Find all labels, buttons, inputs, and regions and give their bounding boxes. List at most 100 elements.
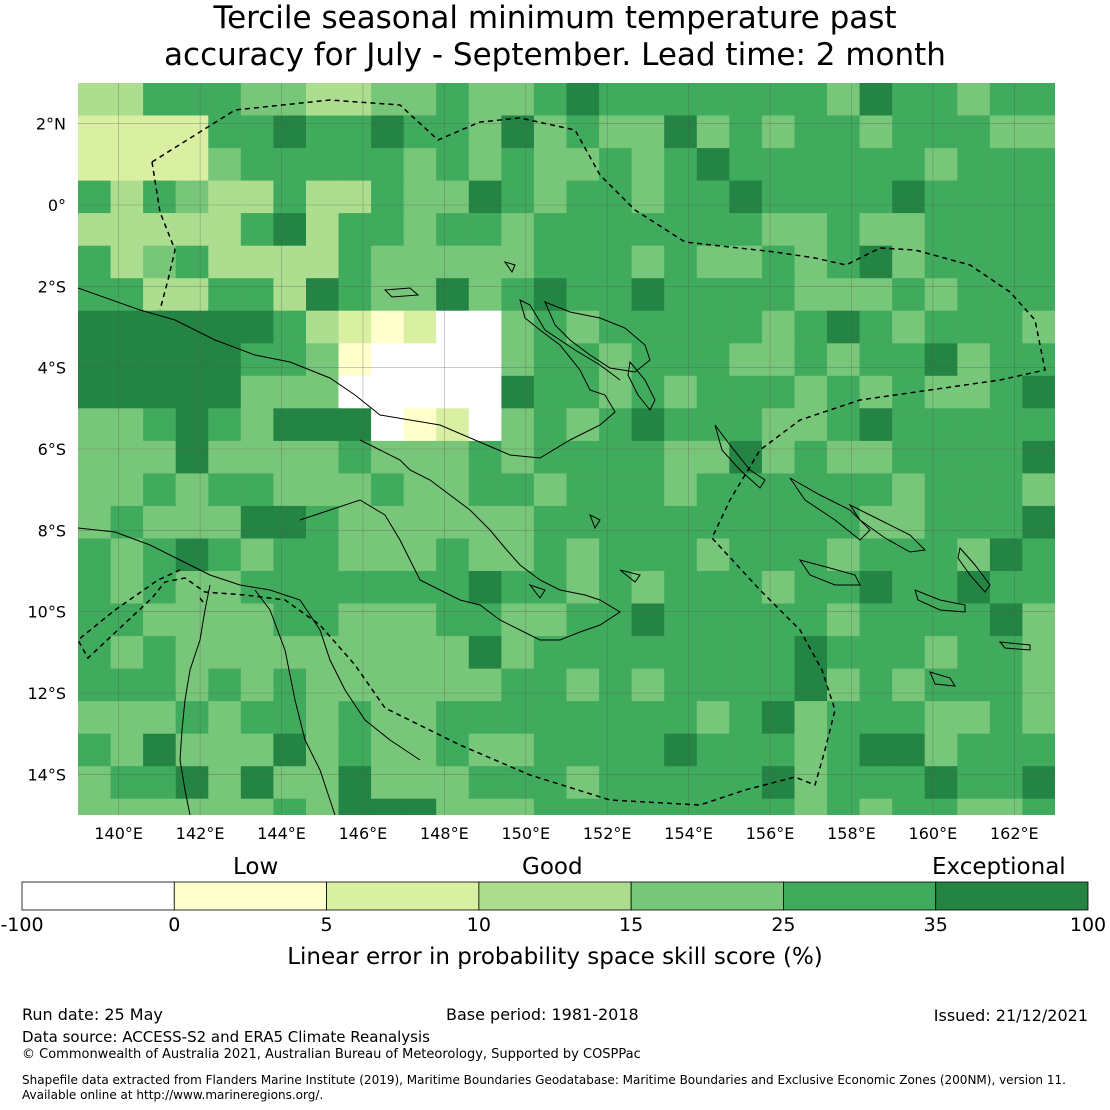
grid-cell [533, 278, 567, 312]
grid-cell [306, 571, 340, 604]
grid-cell [436, 115, 470, 149]
grid-cell [989, 701, 1023, 735]
grid-cell [468, 213, 502, 247]
grid-cell [957, 668, 991, 702]
grid-cell [859, 473, 893, 507]
grid-cell [892, 733, 926, 767]
grid-cell [371, 766, 405, 800]
grid-cell [696, 278, 730, 312]
new-ireland [627, 360, 656, 411]
grid-cell [729, 408, 763, 442]
grid-cell [696, 733, 730, 767]
grid-cell [566, 636, 600, 670]
grid-cell [306, 733, 340, 767]
grid-cell [664, 766, 698, 800]
grid-cell [664, 278, 698, 312]
grid-cell [729, 148, 763, 182]
gulf-coast [299, 439, 621, 641]
colorbar-category-label: Low [233, 854, 279, 880]
cape-york-coast [179, 584, 211, 816]
grid-cell [761, 473, 795, 507]
grid-cell [371, 83, 405, 116]
grid-cell [827, 636, 861, 670]
grid-cell [110, 766, 144, 800]
grid-cell [859, 148, 893, 182]
grid-cell [175, 701, 209, 735]
grid-cell [306, 245, 340, 279]
grid-cell [827, 115, 861, 149]
grid-cell [924, 343, 958, 377]
grid-cell [794, 375, 828, 409]
grid-cell [631, 180, 665, 214]
grid-cell [729, 213, 763, 247]
grid-cell [403, 733, 437, 767]
grid-cell [371, 701, 405, 735]
grid-cell [273, 245, 307, 279]
grid-cell [892, 375, 926, 409]
grid-cell [110, 733, 144, 767]
grid-cell [371, 636, 405, 670]
data-source: Data source: ACCESS-S2 and ERA5 Climate … [22, 1028, 430, 1046]
grid-cell [989, 148, 1023, 182]
grid-cell [110, 538, 144, 572]
grid-cell [273, 115, 307, 149]
grid-cell [208, 473, 242, 507]
grid-cell [924, 701, 958, 735]
grid-cell [924, 733, 958, 767]
grid-cell [436, 343, 470, 377]
grid-cell [957, 180, 991, 214]
grid-cell [924, 440, 958, 474]
grid-cell [599, 701, 633, 735]
lon-tick-label: 142°E [176, 824, 225, 843]
lat-tick-label: 0° [48, 196, 66, 215]
grid-cell [729, 636, 763, 670]
grid-cell [403, 668, 437, 702]
grid-cell [403, 473, 437, 507]
shapefile-credit-1: Shapefile data extracted from Flanders M… [22, 1073, 1066, 1087]
grid-cell [599, 343, 633, 377]
grid-cell [892, 278, 926, 312]
grid-cell [989, 180, 1023, 214]
colorbar-tick-label: 10 [466, 914, 491, 936]
grid-cell [175, 440, 209, 474]
grid-cell [761, 310, 795, 344]
grid-cell [306, 603, 340, 637]
colorbar-category-label: Good [522, 854, 583, 880]
grid-cell [794, 245, 828, 279]
grid-cell [78, 213, 112, 247]
grid-cell [78, 701, 112, 735]
grid-cell [143, 343, 177, 377]
grid-cell [338, 636, 372, 670]
grid-cell [240, 701, 274, 735]
grid-cell [371, 505, 405, 539]
grid-cell [761, 701, 795, 735]
grid-cell [436, 278, 470, 312]
grid-cell [175, 668, 209, 702]
grid-cell [794, 505, 828, 539]
grid-cell [110, 245, 144, 279]
grid-cell [989, 310, 1023, 344]
grid-cell [273, 180, 307, 214]
grid-cell [827, 83, 861, 116]
grid-cell [729, 701, 763, 735]
grid-cell [533, 668, 567, 702]
grid-cell [827, 701, 861, 735]
grid-cell [696, 440, 730, 474]
grid-cell [78, 603, 112, 637]
grid-cell [631, 148, 665, 182]
grid-cell [957, 766, 991, 800]
grid-cell [240, 603, 274, 637]
grid-cell [989, 603, 1023, 637]
grid-cell [924, 571, 958, 604]
grid-cell [696, 213, 730, 247]
grid-cell [631, 636, 665, 670]
grid-cell [729, 83, 763, 116]
grid-cell [1022, 766, 1056, 800]
base-period: Base period: 1981-2018 [446, 1005, 639, 1024]
grid-cell [175, 766, 209, 800]
grid-cell [143, 701, 177, 735]
grid-cell [501, 83, 535, 116]
grid-cell [110, 375, 144, 409]
grid-cell [436, 603, 470, 637]
grid-cell [306, 701, 340, 735]
